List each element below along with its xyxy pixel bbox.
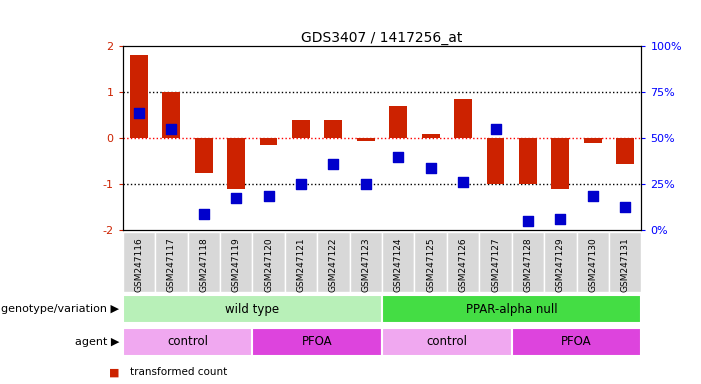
Bar <box>285 232 317 292</box>
Text: GSM247130: GSM247130 <box>588 237 597 292</box>
Point <box>328 161 339 167</box>
Bar <box>357 138 375 141</box>
Bar <box>130 55 148 138</box>
Bar <box>512 232 544 292</box>
Bar <box>123 328 252 356</box>
Bar <box>382 232 414 292</box>
Point <box>393 154 404 160</box>
Bar <box>259 138 278 145</box>
Text: GSM247122: GSM247122 <box>329 237 338 291</box>
Point <box>425 165 436 171</box>
Point <box>458 179 469 185</box>
Text: PFOA: PFOA <box>302 335 332 348</box>
Bar <box>123 232 155 292</box>
Text: GSM247117: GSM247117 <box>167 237 176 292</box>
Text: GSM247128: GSM247128 <box>524 237 533 292</box>
Point <box>587 193 599 199</box>
Bar <box>123 295 382 323</box>
Text: GSM247126: GSM247126 <box>458 237 468 292</box>
Bar <box>318 232 350 292</box>
Bar <box>512 328 641 356</box>
Bar <box>252 328 382 356</box>
Text: control: control <box>167 335 208 348</box>
Bar <box>519 138 537 184</box>
Bar <box>252 232 285 292</box>
Bar <box>292 120 310 138</box>
Point <box>554 216 566 222</box>
Bar <box>447 232 479 292</box>
Text: GSM247127: GSM247127 <box>491 237 500 292</box>
Bar <box>227 138 245 189</box>
Bar <box>350 232 382 292</box>
Point <box>263 193 274 199</box>
Bar <box>454 99 472 138</box>
Text: GSM247129: GSM247129 <box>556 237 565 292</box>
Text: transformed count: transformed count <box>130 367 227 377</box>
Bar <box>577 232 609 292</box>
Point <box>165 126 177 132</box>
Bar <box>382 295 641 323</box>
Text: GSM247120: GSM247120 <box>264 237 273 292</box>
Bar <box>155 232 188 292</box>
Bar <box>552 138 569 189</box>
Point <box>295 181 306 187</box>
Bar <box>220 232 252 292</box>
Point <box>198 211 210 217</box>
Point <box>360 181 372 187</box>
Text: GSM247124: GSM247124 <box>394 237 403 291</box>
Bar <box>195 138 212 173</box>
Point <box>490 126 501 132</box>
Text: agent ▶: agent ▶ <box>75 337 119 347</box>
Bar <box>325 120 342 138</box>
Bar <box>609 232 641 292</box>
Bar <box>163 92 180 138</box>
Bar <box>422 134 440 138</box>
Point <box>133 110 144 116</box>
Text: genotype/variation ▶: genotype/variation ▶ <box>1 304 119 314</box>
Title: GDS3407 / 1417256_at: GDS3407 / 1417256_at <box>301 31 463 45</box>
Text: ■: ■ <box>109 367 119 377</box>
Point <box>522 218 533 224</box>
Point <box>231 195 242 201</box>
Bar <box>584 138 601 143</box>
Text: GSM247116: GSM247116 <box>135 237 144 292</box>
Text: wild type: wild type <box>225 303 280 316</box>
Text: GSM247119: GSM247119 <box>231 237 240 292</box>
Bar <box>414 232 447 292</box>
Text: GSM247118: GSM247118 <box>199 237 208 292</box>
Text: GSM247131: GSM247131 <box>620 237 629 292</box>
Text: GSM247123: GSM247123 <box>361 237 370 292</box>
Bar <box>188 232 220 292</box>
Bar <box>616 138 634 164</box>
Bar <box>382 328 512 356</box>
Text: GSM247121: GSM247121 <box>297 237 306 292</box>
Text: control: control <box>426 335 468 348</box>
Bar <box>486 138 505 184</box>
Text: GSM247125: GSM247125 <box>426 237 435 292</box>
Point <box>620 204 631 210</box>
Bar <box>389 106 407 138</box>
Bar <box>544 232 577 292</box>
Text: PPAR-alpha null: PPAR-alpha null <box>466 303 557 316</box>
Bar <box>479 232 512 292</box>
Text: PFOA: PFOA <box>562 335 592 348</box>
